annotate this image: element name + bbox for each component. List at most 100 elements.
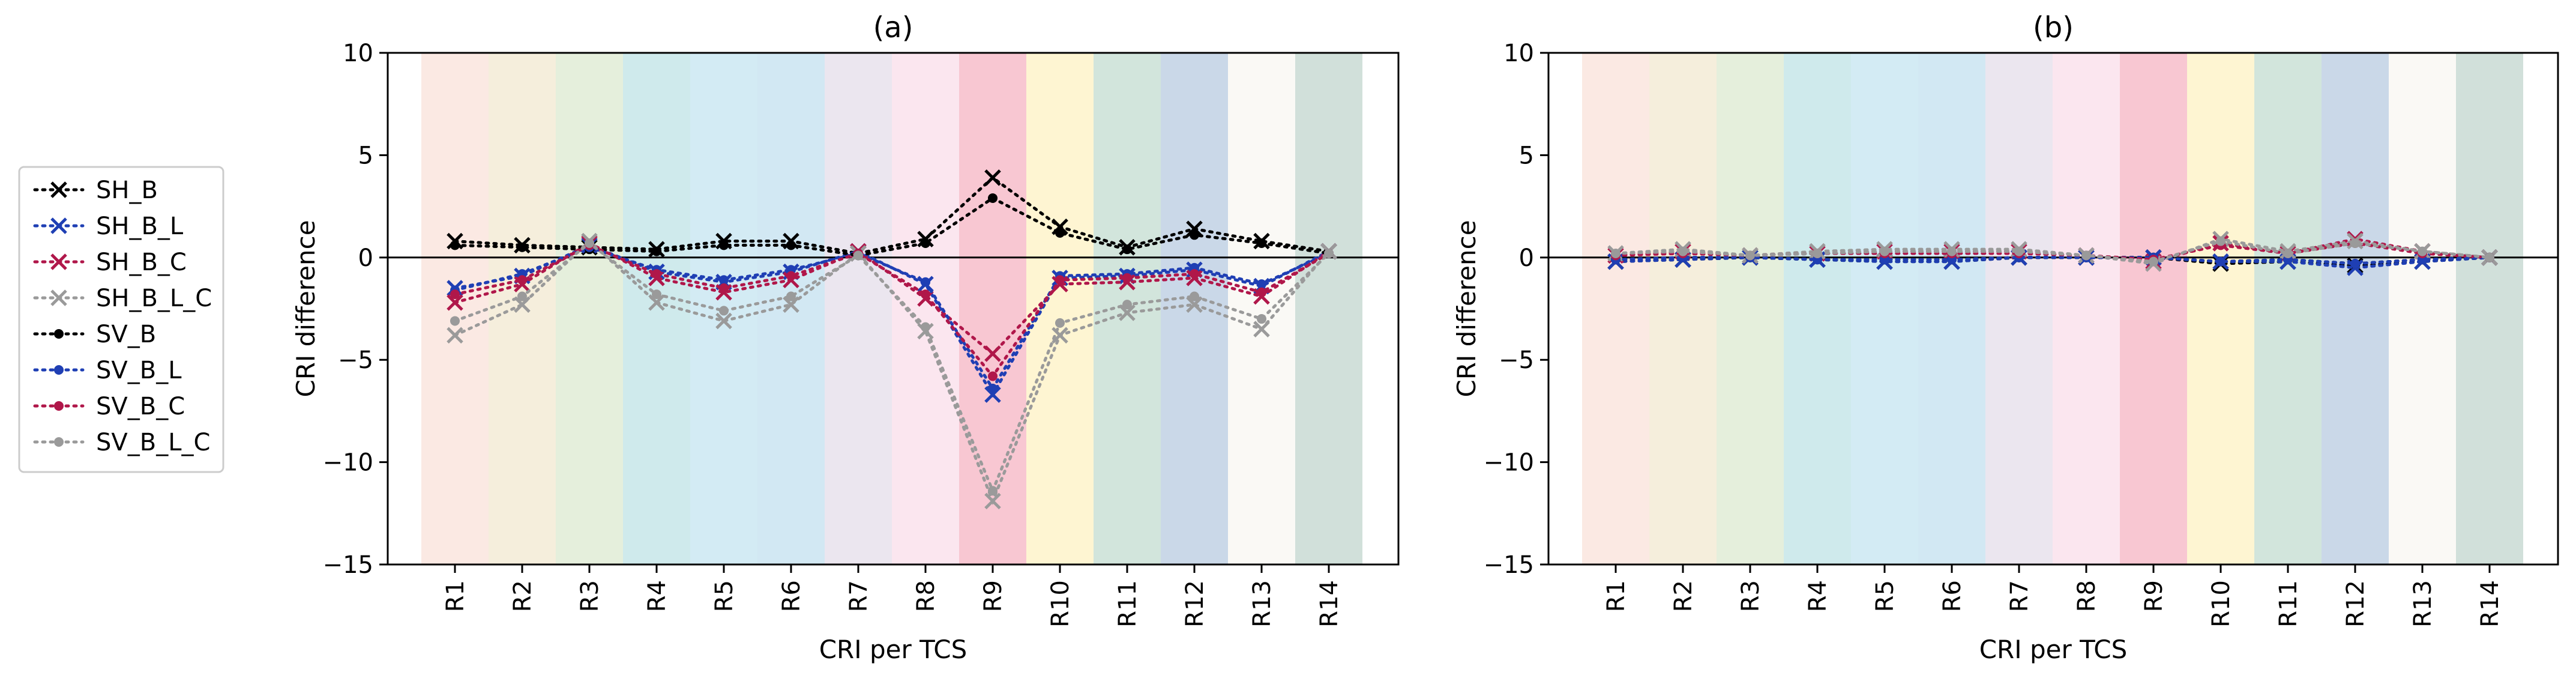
y-tick-label: −5 (1499, 346, 1534, 374)
y-tick-label: 5 (358, 142, 373, 169)
legend-item-SH_B_L: SH_B_L (33, 213, 184, 240)
y-tick-label: −15 (1484, 551, 1534, 579)
point-SV_B_L_C-R8 (921, 322, 930, 332)
legend-marker (54, 365, 64, 375)
y-tick-label: 5 (1519, 142, 1534, 169)
band-R1 (1582, 53, 1649, 564)
legend: SH_B SH_B_L SH_B_C SH_B_L_C SV_B SV_B_L SV_B_C… (18, 166, 224, 473)
x-tick-label: R7 (845, 580, 873, 612)
x-tick-label: R1 (442, 580, 469, 612)
point-SV_B_L_C-R11 (2283, 248, 2293, 258)
point-SV_B_C-R6 (786, 271, 796, 281)
point-SV_B_L_C-R13 (1257, 314, 1266, 324)
panel-b: 10 5 0 −5 −10 −15 R1 R2 R3 R4 R5 R6 R7 R8 R9 R10 R11 R12… (1452, 11, 2559, 664)
point-SV_B_C-R4 (652, 269, 661, 279)
x-axis-label: CRI per TCS (819, 635, 968, 664)
x-tick-label: R8 (2073, 580, 2101, 612)
series-line (453, 175, 1331, 255)
point-SH_B_L-R9 (984, 386, 1001, 403)
point-SV_B_C-R11 (1122, 273, 1132, 283)
point-SV_B_C-R8 (921, 289, 930, 300)
x-tick-label: R10 (2207, 580, 2235, 628)
point-SV_B_L_C-R1 (450, 316, 460, 326)
x-tick-label: R3 (1737, 580, 1765, 612)
legend-label: SV_B (96, 321, 156, 348)
band-R7 (825, 53, 892, 564)
band-R14 (2456, 53, 2523, 564)
y-axis-label: CRI difference (1452, 220, 1481, 397)
point-SV_B_L_C-R3 (585, 238, 594, 248)
plot-frame (1547, 52, 2559, 566)
legend-item-SV_B_L: SV_B_L (33, 357, 182, 384)
x-tick-label: R14 (1316, 580, 1343, 628)
band-R6 (1918, 53, 1985, 564)
point-SV_B_L-R12 (2350, 259, 2360, 269)
point-SV_B_L-R5 (719, 275, 729, 285)
band-R11 (2254, 53, 2322, 564)
point-SH_B_L_C-R13 (1253, 321, 1270, 337)
series-SV_B (450, 193, 1334, 261)
plot-frame (387, 52, 1400, 566)
y-tick-label: 0 (358, 244, 373, 272)
point-SV_B_L_C-R9 (2149, 256, 2158, 267)
y-tick-label: −10 (323, 449, 373, 477)
x-tick-label: R10 (1047, 580, 1074, 628)
x-tick-label: R9 (2140, 580, 2168, 612)
point-SV_B_L_C-R7 (2014, 246, 2024, 256)
series-line (453, 196, 1331, 257)
point-SV_B_L_C-R11 (1122, 300, 1132, 310)
x-tick-label: R13 (1248, 580, 1276, 628)
band-R2 (489, 53, 556, 564)
x-tick-label: R11 (1114, 580, 1142, 628)
x-tick-label: R2 (1670, 580, 1697, 612)
legend-label: SV_B_L (96, 357, 182, 384)
x-axis-label: CRI per TCS (1979, 635, 2128, 664)
band-R5 (1851, 53, 1918, 564)
x-tick-label: R5 (1871, 580, 1899, 612)
point-SH_B_L_C-R10 (1052, 327, 1068, 344)
legend-label: SV_B_L_C (96, 429, 210, 456)
legend-label: SH_B (96, 177, 158, 204)
point-SH_B_L_C-R2 (514, 296, 531, 313)
band-R1 (421, 53, 489, 564)
point-SV_B_C-R13 (1257, 287, 1266, 297)
band-R14 (1295, 53, 1362, 564)
x-tick-label: R9 (980, 580, 1007, 612)
y-tick-label: 0 (1519, 244, 1534, 272)
point-SV_B_L_C-R7 (853, 250, 863, 261)
point-SV_B-R10 (1055, 228, 1065, 238)
series-line (453, 241, 1331, 356)
legend-item-SH_B: SH_B (33, 177, 158, 204)
panel-title: (b) (2033, 11, 2074, 44)
band-R13 (2389, 53, 2456, 564)
legend-item-SH_B_L_C: SH_B_L_C (33, 285, 212, 312)
point-SV_B_L_C-R5 (719, 306, 729, 316)
legend-label: SH_B_L (96, 213, 184, 240)
point-SV_B_L_C-R12 (1190, 291, 1199, 301)
series-SV_B_L_C (450, 238, 1334, 496)
point-SV_B_C-R2 (517, 275, 527, 285)
band-R8 (2053, 53, 2120, 564)
point-SH_B-R12 (1186, 220, 1203, 237)
point-SV_B-R13 (1257, 238, 1266, 248)
legend-marker (50, 253, 67, 270)
band-R3 (556, 53, 623, 564)
series-line (1614, 239, 2491, 264)
legend-item-SV_B_L_C: SV_B_L_C (33, 429, 210, 456)
panel-a: 10 5 0 −5 −10 −15 R1 R2 R3 R4 R5 R6 R7 R8 R9 R10 R11 R12… (291, 11, 1400, 664)
point-SV_B_C-R12 (1190, 269, 1199, 279)
point-SH_B_L_C-R11 (1119, 304, 1136, 321)
panel-title: (a) (873, 11, 913, 44)
band-R12 (1161, 53, 1228, 564)
band-R2 (1649, 53, 1717, 564)
point-SV_B-R1 (450, 240, 460, 250)
x-tick-label: R3 (576, 580, 604, 612)
x-tick-label: R1 (1602, 580, 1630, 612)
point-SV_B_L_C-R10 (2216, 236, 2225, 246)
point-SH_B_L_C-R5 (715, 312, 732, 330)
band-R7 (1985, 53, 2053, 564)
series-line (453, 243, 1331, 398)
point-SV_B_C-R1 (450, 289, 460, 300)
legend-marker (50, 181, 67, 198)
